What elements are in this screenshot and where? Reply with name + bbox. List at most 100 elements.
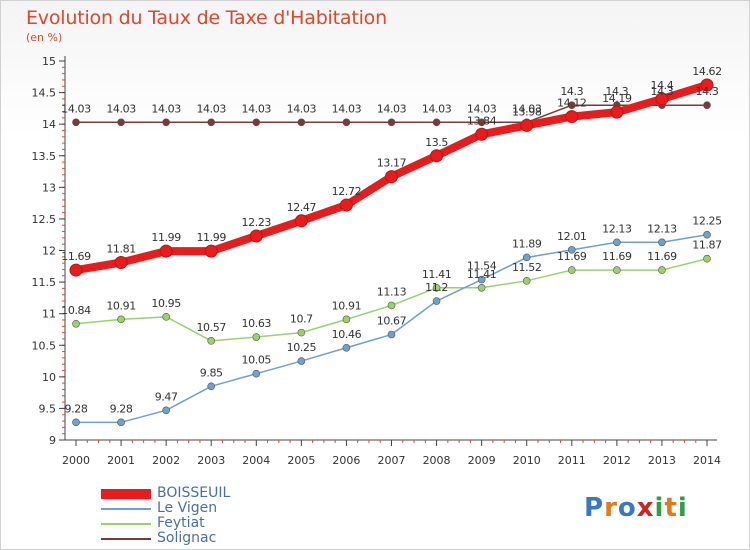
data-label: 9.28 — [110, 402, 133, 415]
data-label: 11.87 — [692, 239, 722, 252]
data-label: 11.69 — [557, 250, 587, 263]
series-boisseuil — [69, 78, 714, 277]
logo-letter: r — [604, 493, 618, 523]
data-point — [610, 105, 624, 119]
y-tick-label: 13 — [42, 181, 56, 194]
data-point — [117, 315, 125, 324]
data-label: 11.2 — [425, 281, 448, 294]
data-point — [342, 343, 351, 352]
logo-letter: t — [664, 493, 678, 523]
data-label: 9.47 — [155, 390, 178, 403]
data-point — [204, 244, 218, 258]
legend-swatch — [101, 538, 151, 540]
data-point — [432, 297, 441, 305]
data-point — [430, 149, 444, 163]
data-label: 14.03 — [61, 102, 91, 115]
data-label: 11.69 — [602, 250, 632, 263]
x-tick-label: 2003 — [197, 454, 225, 467]
data-point — [69, 263, 83, 277]
data-label: 10.57 — [196, 321, 226, 334]
data-point — [249, 229, 263, 243]
data-label: 12.23 — [242, 216, 272, 229]
data-point — [207, 382, 216, 391]
data-label: 10.67 — [377, 315, 407, 328]
series-feytiat — [72, 254, 711, 345]
data-label: 9.85 — [200, 366, 223, 379]
data-point — [207, 337, 216, 345]
data-label: 11.41 — [422, 268, 452, 281]
data-point — [387, 330, 396, 339]
legend-item: Feytiat — [101, 516, 401, 531]
data-point — [567, 101, 576, 110]
x-tick-label: 2000 — [62, 454, 90, 467]
data-label: 11.41 — [467, 268, 497, 281]
data-label: 12.13 — [647, 222, 677, 235]
data-point — [565, 110, 579, 124]
data-point — [117, 418, 125, 427]
data-label: 14.03 — [422, 102, 452, 115]
data-label: 14.3 — [560, 85, 583, 98]
data-label: 14.03 — [106, 102, 136, 115]
y-tick-label: 12 — [42, 245, 56, 258]
data-label: 11.81 — [106, 243, 136, 256]
data-point — [477, 275, 486, 284]
data-label: 14.03 — [287, 102, 317, 115]
x-tick-label: 2004 — [242, 454, 270, 467]
data-point — [162, 118, 170, 127]
y-tick-label: 13.5 — [32, 150, 57, 163]
data-label: 9.28 — [65, 402, 88, 415]
y-tick-label: 12.5 — [32, 213, 57, 226]
data-point — [432, 283, 441, 292]
data-label: 10.7 — [290, 313, 313, 326]
data-label: 13.17 — [377, 157, 407, 170]
data-label: 14.62 — [692, 65, 722, 78]
x-tick-label: 2002 — [152, 454, 180, 467]
logo-letter: o — [617, 493, 637, 523]
data-label: 13.5 — [425, 136, 448, 149]
data-label: 14.3 — [696, 85, 719, 98]
data-point — [520, 118, 534, 132]
legend-label: Feytiat — [157, 515, 205, 531]
data-point — [700, 78, 714, 92]
data-point — [522, 253, 531, 262]
data-point — [252, 333, 261, 341]
y-tick-label: 14.5 — [32, 87, 57, 100]
data-label: 14.4 — [650, 79, 673, 92]
x-tick-label: 2001 — [107, 454, 135, 467]
data-label: 14.03 — [512, 102, 542, 115]
data-point — [72, 118, 80, 127]
data-point — [613, 238, 621, 247]
data-point — [162, 406, 170, 415]
data-label: 14.12 — [557, 97, 587, 110]
data-point — [297, 328, 306, 337]
data-point — [567, 266, 576, 274]
data-label: 14.03 — [377, 102, 407, 115]
data-point — [477, 118, 486, 127]
data-label: 10.91 — [332, 299, 362, 312]
data-point — [207, 118, 216, 127]
data-point — [655, 92, 669, 106]
data-point — [252, 118, 261, 127]
logo-letter: x — [636, 493, 655, 523]
data-point — [294, 214, 308, 228]
data-label: 14.03 — [151, 102, 181, 115]
chart-subtitle: (en %) — [26, 31, 63, 44]
data-point — [342, 118, 351, 127]
data-point — [387, 301, 396, 310]
series-le-vigen — [72, 230, 711, 427]
x-tick-label: 2010 — [513, 454, 541, 467]
chart-title: Evolution du Taux de Taxe d'Habitation — [26, 7, 387, 29]
data-label: 11.54 — [467, 260, 497, 273]
x-tick-label: 2007 — [378, 454, 406, 467]
data-label: 14.03 — [467, 102, 497, 115]
y-tick-label: 9 — [49, 434, 56, 447]
legend-swatch — [101, 523, 151, 525]
data-label: 14.3 — [605, 85, 628, 98]
data-point — [297, 357, 306, 365]
x-tick-label: 2006 — [332, 454, 360, 467]
data-label: 14.3 — [650, 85, 673, 98]
legend-item: Le Vigen — [101, 501, 401, 516]
x-tick-label: 2012 — [603, 454, 631, 467]
axes: 9 9.5 10 10.5 11 11.5 12 12.5 13 13.5 14 14.5 15 2000… — [32, 55, 722, 467]
